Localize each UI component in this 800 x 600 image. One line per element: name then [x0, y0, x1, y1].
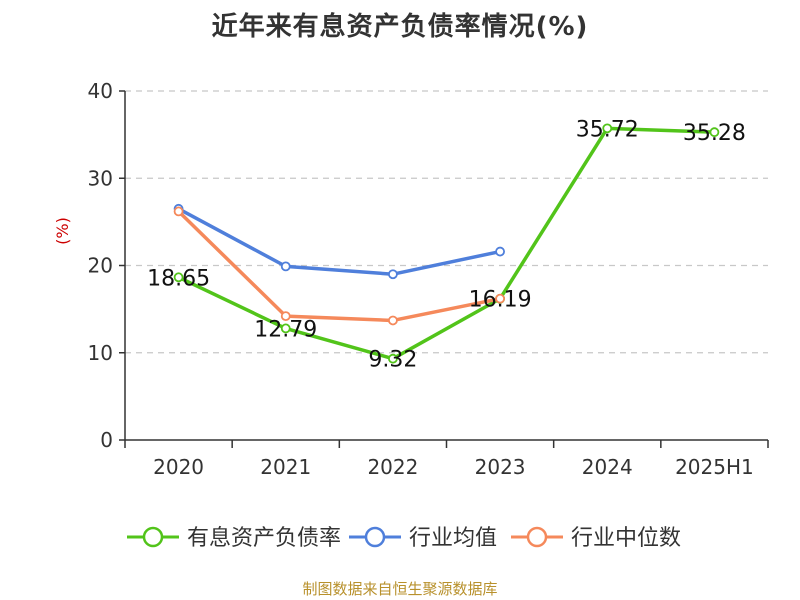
data-point[interactable] — [388, 353, 398, 364]
chart-title: 近年来有息资产负债率情况(%) — [211, 12, 589, 42]
data-label: 12.79 — [254, 317, 317, 342]
grid — [125, 90, 768, 354]
data-point[interactable] — [495, 246, 505, 257]
data-label: 9.32 — [368, 348, 417, 373]
legend-item[interactable]: 行业中位数 — [511, 526, 681, 551]
data-point[interactable] — [495, 293, 505, 304]
legend-label: 有息资产负债率 — [187, 526, 341, 551]
legend-label: 行业中位数 — [571, 526, 681, 551]
legend-swatch-marker — [142, 526, 164, 548]
x-tick-label: 2021 — [260, 455, 311, 479]
data-point[interactable] — [280, 311, 291, 322]
data-labels: 18.65 12.79 9.32 16.19 35.72 35.28 — [147, 117, 746, 372]
series-line — [177, 126, 715, 361]
axes: 0 10 20 30 40 (%) 2020 2021 2022 2023 2024 2025H1 — [53, 79, 769, 479]
series-line — [177, 210, 501, 323]
x-tick-label: 2023 — [475, 455, 526, 479]
legend-item[interactable]: 有息资产负债率 — [127, 526, 341, 551]
x-tick-label: 2025H1 — [675, 455, 754, 479]
legend[interactable]: 有息资产负债率 行业均值 行业中位数 — [127, 526, 681, 551]
legend-item[interactable]: 行业均值 — [349, 526, 497, 551]
data-point[interactable] — [173, 272, 184, 283]
data-point[interactable] — [709, 127, 720, 138]
data-point[interactable] — [388, 315, 398, 326]
data-label: 18.65 — [147, 266, 210, 291]
data-point[interactable] — [280, 323, 291, 334]
x-tick-label: 2024 — [582, 455, 633, 479]
data-point[interactable] — [280, 261, 291, 272]
data-point[interactable] — [602, 123, 613, 134]
x-tick-label: 2020 — [153, 455, 204, 479]
data-source-note: 制图数据来自恒生聚源数据库 — [302, 580, 498, 598]
legend-swatch-marker — [526, 526, 548, 548]
data-point[interactable] — [388, 269, 398, 280]
legend-label: 行业均值 — [409, 526, 497, 551]
series-line — [177, 207, 501, 276]
legend-swatch-marker — [364, 526, 386, 548]
y-tick-label: 0 — [100, 428, 113, 452]
y-axis-label: (%) — [53, 217, 72, 245]
y-tick-label: 30 — [88, 166, 113, 190]
data-label: 35.28 — [683, 121, 746, 146]
x-tick-label: 2022 — [367, 455, 418, 479]
data-label: 16.19 — [469, 288, 532, 313]
data-label: 35.72 — [576, 117, 639, 142]
data-point[interactable] — [173, 206, 184, 217]
series — [173, 123, 720, 364]
y-tick-label: 20 — [88, 254, 113, 278]
y-tick-label: 10 — [88, 341, 113, 365]
y-tick-label: 40 — [88, 79, 113, 103]
